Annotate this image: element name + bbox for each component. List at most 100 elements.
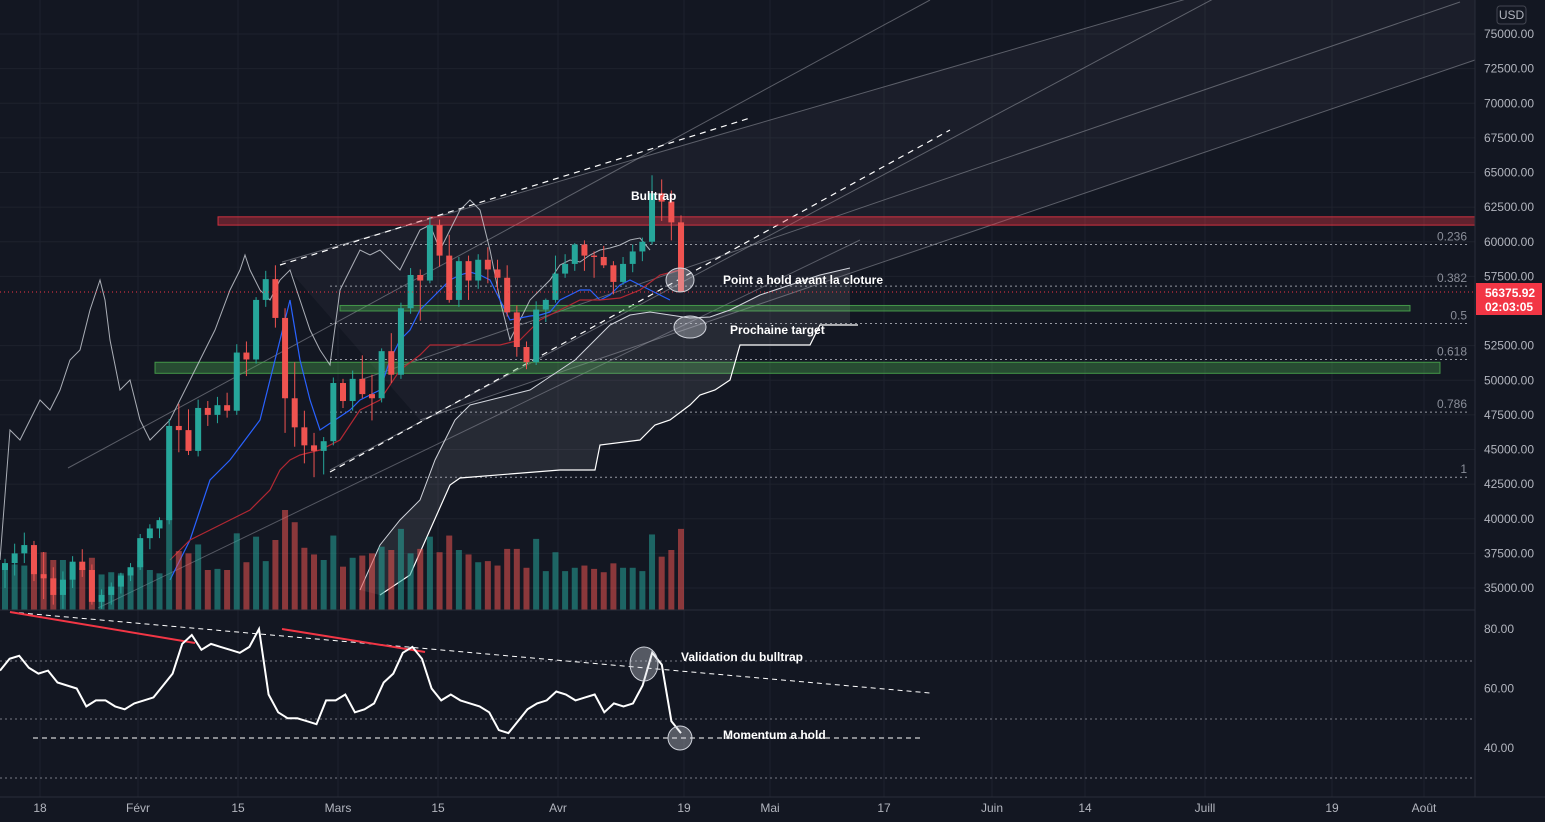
zone-support-lower bbox=[154, 361, 1441, 374]
volume-bar bbox=[127, 575, 134, 610]
candle-body bbox=[166, 425, 173, 521]
volume-bar bbox=[388, 550, 395, 610]
candle-body bbox=[311, 445, 318, 451]
volume-bar bbox=[455, 550, 462, 610]
volume-bar bbox=[397, 528, 404, 610]
volume-bar bbox=[523, 567, 530, 610]
fib-label: 0.786 bbox=[1437, 397, 1467, 411]
chart-grid bbox=[0, 0, 1475, 797]
rsi-line bbox=[0, 625, 682, 735]
candle-body bbox=[397, 308, 404, 375]
annotation-momentum: Momentum a hold bbox=[723, 728, 826, 742]
volume-bar bbox=[658, 556, 665, 610]
rsi-tick-label: 80.00 bbox=[1484, 622, 1514, 636]
candle-body bbox=[253, 299, 260, 360]
time-tick-label: 19 bbox=[677, 801, 691, 815]
time-tick-label: Juin bbox=[981, 801, 1003, 815]
time-axis[interactable]: 18 Févr 15 Mars 15 Avr 19 Mai 17 Juin 14 Juill 19 Aoû… bbox=[33, 801, 1437, 815]
candle-body bbox=[484, 259, 491, 270]
volume-bar bbox=[678, 528, 684, 610]
candle-body bbox=[475, 259, 482, 281]
price-tick-label: 35000.00 bbox=[1484, 581, 1534, 595]
price-tick-label: 57500.00 bbox=[1484, 269, 1534, 283]
candle-body bbox=[349, 378, 356, 402]
volume-bar bbox=[475, 562, 482, 610]
candle-body bbox=[591, 255, 598, 257]
volume-bar bbox=[185, 553, 192, 610]
volume-bar bbox=[407, 553, 414, 610]
candle-body bbox=[513, 312, 520, 348]
candle-body bbox=[30, 545, 37, 575]
candle-body bbox=[185, 430, 192, 451]
candle-body bbox=[658, 193, 665, 202]
volume-bar bbox=[330, 535, 337, 610]
time-tick-label: 15 bbox=[231, 801, 245, 815]
candle-body bbox=[243, 352, 250, 360]
price-tick-label: 75000.00 bbox=[1484, 27, 1534, 41]
volume-bar bbox=[11, 564, 18, 610]
time-tick-label: 19 bbox=[1325, 801, 1339, 815]
volume-bar bbox=[417, 548, 424, 610]
candle-body bbox=[446, 255, 453, 300]
volume-bar bbox=[629, 567, 636, 610]
volume-bar bbox=[224, 570, 231, 610]
volume-bar bbox=[214, 568, 221, 610]
dashed-trendline bbox=[279, 117, 751, 266]
time-tick-label: Mars bbox=[325, 801, 352, 815]
channel-line bbox=[359, 1, 1461, 381]
fib-label: 0.382 bbox=[1437, 271, 1467, 285]
rsi-axis[interactable]: 80.00 60.00 40.00 bbox=[1484, 622, 1514, 755]
volume-bar bbox=[378, 546, 385, 610]
candle-body bbox=[301, 427, 308, 446]
fib-label: 0.618 bbox=[1437, 344, 1467, 358]
zone-resistance bbox=[217, 216, 1476, 226]
volume-bar bbox=[30, 557, 37, 610]
candle-body bbox=[2, 563, 8, 570]
lagging-span bbox=[0, 199, 651, 561]
candle-body bbox=[195, 407, 202, 451]
price-tick-label: 70000.00 bbox=[1484, 96, 1534, 110]
volume-bar bbox=[262, 561, 269, 610]
volume-bar bbox=[513, 548, 520, 610]
volume-bar bbox=[591, 568, 598, 610]
candle-body bbox=[214, 405, 221, 415]
candle-body bbox=[330, 383, 337, 442]
candle-body bbox=[59, 579, 66, 595]
time-tick-label: 18 bbox=[33, 801, 47, 815]
candle-body bbox=[88, 569, 95, 602]
volume-bar bbox=[668, 550, 675, 610]
volume-bar bbox=[166, 510, 173, 610]
candle-body bbox=[494, 269, 501, 278]
volume-bar bbox=[571, 567, 578, 610]
indicators bbox=[0, 199, 858, 596]
candle-body bbox=[98, 594, 105, 602]
volume-bar bbox=[204, 570, 211, 610]
candle-body bbox=[562, 263, 569, 274]
candle-body bbox=[282, 317, 289, 399]
time-tick-label: 14 bbox=[1078, 801, 1092, 815]
price-tick-label: 42500.00 bbox=[1484, 477, 1534, 491]
channel-line bbox=[281, 0, 1185, 263]
time-tick-label: Mai bbox=[760, 801, 779, 815]
fib-retracement: 0.236 0.382 0.5 0.618 0.786 1 bbox=[330, 230, 1470, 478]
candle-body bbox=[581, 244, 588, 256]
cloud-span-b bbox=[379, 324, 858, 596]
annotation-next-target: Prochaine target bbox=[730, 323, 825, 337]
volume-bar bbox=[368, 553, 375, 610]
rsi-divergence-line bbox=[281, 628, 426, 653]
price-tick-label: 45000.00 bbox=[1484, 443, 1534, 457]
candle-body bbox=[224, 405, 231, 411]
rsi-tick-label: 40.00 bbox=[1484, 741, 1514, 755]
price-tick-label: 62500.00 bbox=[1484, 200, 1534, 214]
price-tick-label: 40000.00 bbox=[1484, 512, 1534, 526]
time-tick-label: 17 bbox=[877, 801, 891, 815]
price-axis[interactable]: 75000.00 72500.00 70000.00 67500.00 65000.00… bbox=[1474, 0, 1545, 822]
candle-body bbox=[21, 545, 28, 554]
volume-bar bbox=[533, 538, 540, 610]
volume-bar bbox=[21, 565, 28, 610]
candle-body bbox=[156, 520, 163, 529]
time-tick-label: 15 bbox=[431, 801, 445, 815]
currency-badge[interactable] bbox=[1496, 5, 1527, 25]
